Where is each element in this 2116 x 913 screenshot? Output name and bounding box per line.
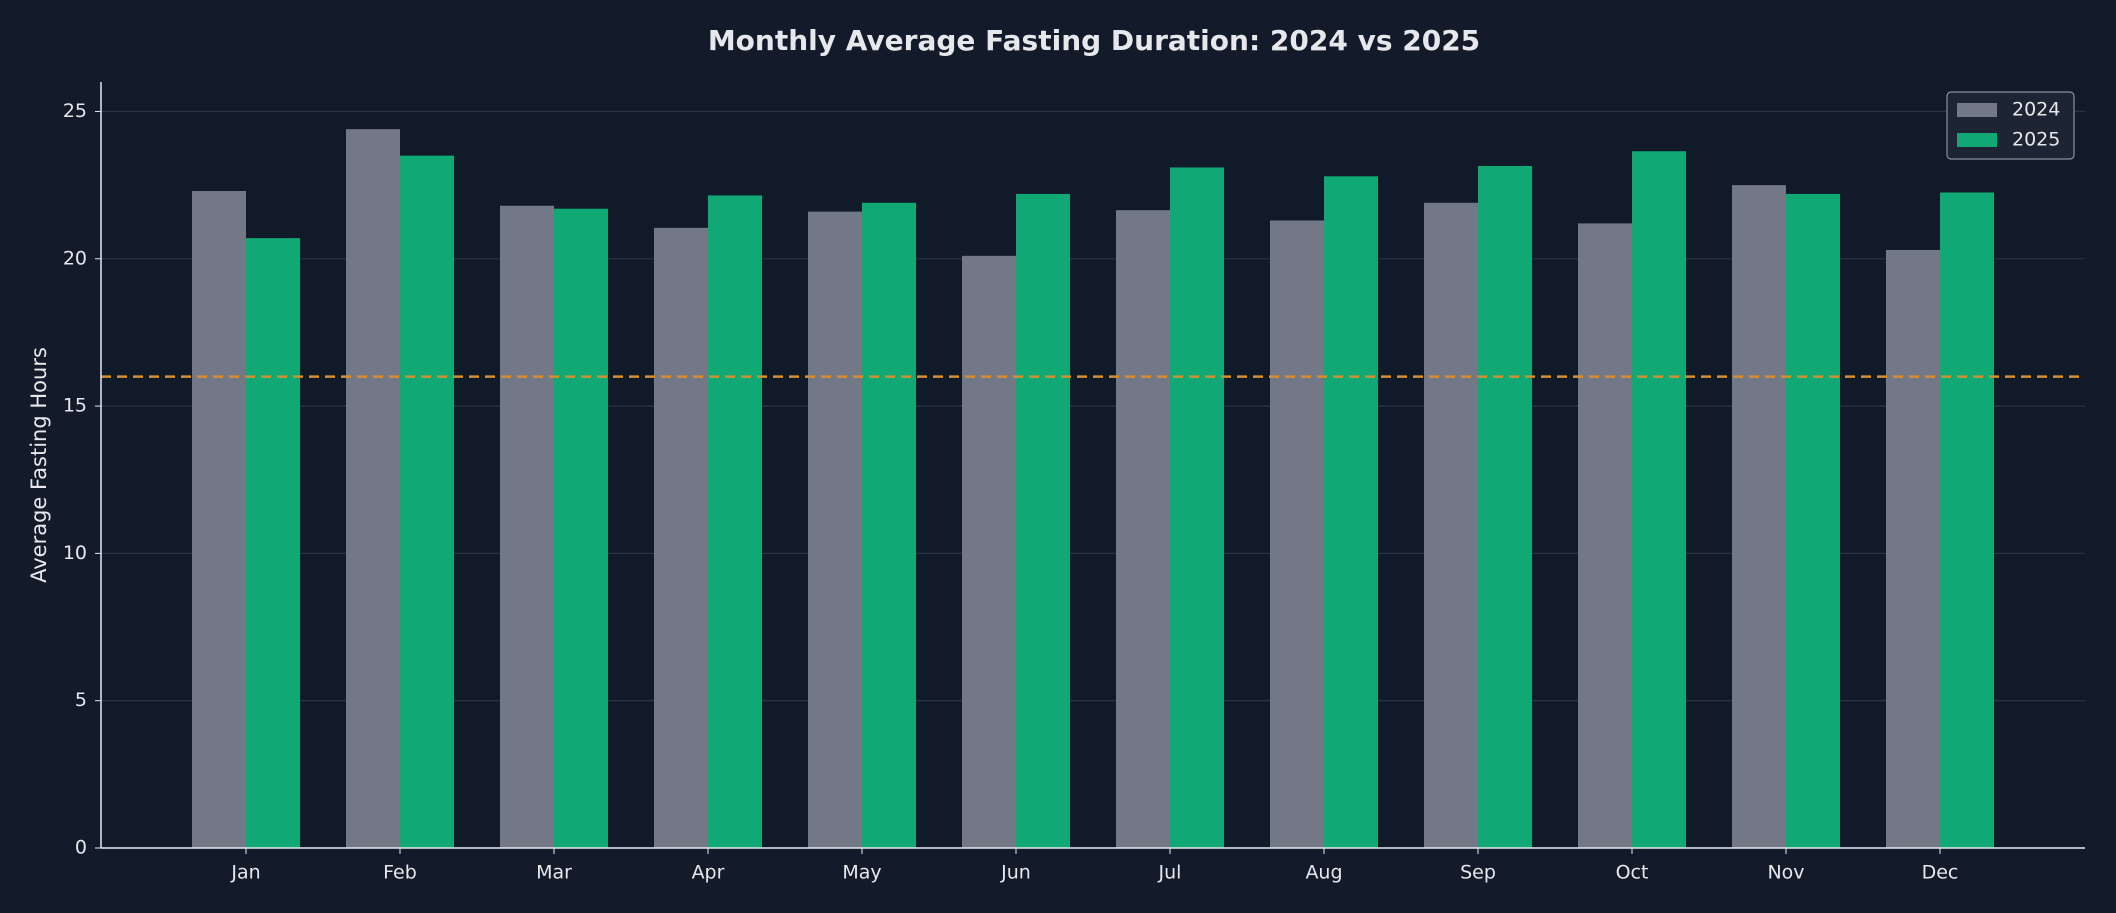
bar [246,238,300,849]
x-tick-label: Feb [383,862,417,884]
x-tick-label: Aug [1305,862,1342,884]
chart-title: Monthly Average Fasting Duration: 2024 v… [708,24,1480,57]
bar [708,195,762,848]
x-tick-label: Oct [1616,862,1649,884]
bar [1786,193,1840,848]
x-tick-label: Nov [1767,862,1804,884]
legend-label: 2024 [2012,99,2060,121]
bar [1324,176,1378,848]
x-tick-label: Jan [230,862,260,884]
y-tick-label: 10 [63,542,87,564]
x-tick-label: Mar [536,862,572,884]
y-tick-label: 20 [63,247,87,269]
x-tick-label: Sep [1460,862,1496,884]
y-tick-label: 0 [75,837,87,859]
x-tick-label: Jul [1158,862,1182,884]
x-tick-label: Jun [1000,862,1031,884]
y-tick-label: 15 [63,395,87,417]
bar [192,191,246,848]
bar [1732,185,1786,849]
bar [1632,151,1686,848]
bar [1170,167,1224,848]
bar [862,202,916,849]
bar [1478,165,1532,848]
bar [1424,202,1478,849]
x-tick-label: Dec [1922,862,1959,884]
bar [1016,193,1070,848]
x-tick-label: May [842,862,881,884]
bar [808,211,862,849]
bar [500,205,554,848]
bar [1116,210,1170,848]
bar [1270,220,1324,848]
bar [1578,223,1632,848]
bar [1886,249,1940,848]
bar [962,255,1016,849]
bar [654,227,708,849]
y-tick-label: 25 [63,100,87,122]
bar [346,129,400,849]
y-axis-label: Average Fasting Hours [27,347,51,583]
y-tick-label: 5 [75,689,87,711]
legend-swatch [1957,133,1997,147]
bar [554,208,608,848]
bar [1940,192,1994,848]
bar [400,155,454,849]
x-tick-label: Apr [692,862,725,884]
legend-swatch [1957,103,1997,117]
legend-label: 2025 [2012,129,2060,151]
